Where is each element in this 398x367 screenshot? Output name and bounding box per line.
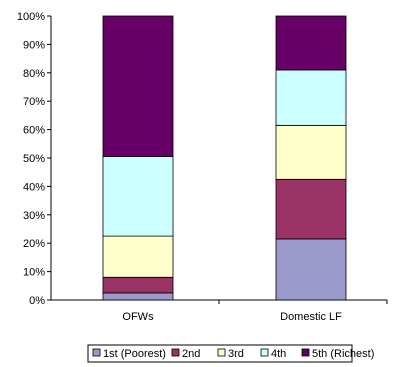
y-tick-label: 10%: [23, 267, 45, 279]
y-tick-label: 20%: [23, 238, 45, 250]
y-tick-label: 70%: [23, 96, 45, 108]
legend-label-3: 3rd: [228, 348, 244, 360]
bar-segment-2: [275, 178, 347, 240]
bar-segment-3: [275, 124, 347, 180]
y-tick-label: 100%: [17, 11, 45, 23]
legend-swatch-4: [260, 348, 269, 357]
y-tick-label: 40%: [23, 181, 45, 193]
x-category-label: OFWs: [122, 311, 154, 323]
x-category-label: Domestic LF: [280, 311, 342, 323]
y-axis-ticks: 0% 10% 20% 30% 40% 50% 60% 70% 80% 90% 100%: [17, 11, 388, 307]
legend-swatch-2: [171, 348, 180, 357]
bar-series: [102, 15, 347, 301]
y-tick-label: 50%: [23, 153, 45, 165]
bar-segment-5: [275, 15, 347, 71]
legend-swatch-1: [92, 348, 101, 357]
bar-segment-3: [102, 235, 174, 278]
bar-segment-5: [102, 15, 174, 157]
legend-label-2: 2nd: [182, 348, 200, 360]
y-tick-label: 0%: [29, 295, 45, 307]
bar-segment-4: [102, 156, 174, 237]
bar-segment-4: [275, 69, 347, 126]
legend: 1st (Poorest) 2nd 3rd 4th 5th (Richest): [87, 344, 374, 363]
legend-label-4: 4th: [271, 348, 286, 360]
y-tick-label: 80%: [23, 68, 45, 80]
y-tick-label: 90%: [23, 39, 45, 51]
bar-segment-1: [102, 292, 174, 301]
legend-swatch-5: [301, 348, 310, 357]
y-tick-label: 30%: [23, 210, 45, 222]
legend-label-1: 1st (Poorest): [103, 348, 166, 360]
y-tick-label: 60%: [23, 125, 45, 137]
bar-segment-2: [102, 276, 174, 294]
bar-segment-1: [275, 238, 347, 301]
x-axis-labels: OFWs Domestic LF: [122, 311, 342, 323]
legend-label-5: 5th (Richest): [312, 348, 374, 360]
legend-swatch-3: [217, 348, 226, 357]
